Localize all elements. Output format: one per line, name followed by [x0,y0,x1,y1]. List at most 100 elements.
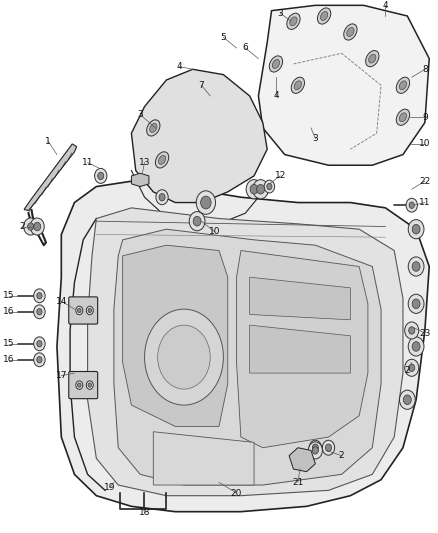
Circle shape [30,218,44,235]
Polygon shape [123,245,228,426]
Text: 4: 4 [177,62,182,71]
Text: 2: 2 [405,366,410,375]
Text: 3: 3 [137,110,143,119]
Circle shape [246,180,262,199]
Ellipse shape [366,51,379,67]
Polygon shape [88,208,403,496]
Circle shape [159,193,165,201]
Polygon shape [237,251,368,448]
FancyBboxPatch shape [69,372,98,399]
Circle shape [193,216,201,226]
Circle shape [196,191,215,214]
Circle shape [406,198,417,212]
Circle shape [98,172,104,180]
Circle shape [405,359,419,376]
Text: 6: 6 [242,44,248,52]
Circle shape [408,337,424,356]
Text: 15: 15 [3,340,14,348]
Text: 1: 1 [45,137,51,146]
Polygon shape [24,144,77,211]
Ellipse shape [150,124,157,132]
Text: 3: 3 [312,134,318,143]
Polygon shape [250,277,350,320]
Circle shape [409,327,415,334]
Polygon shape [258,5,429,165]
Circle shape [189,212,205,231]
Circle shape [408,294,424,313]
Ellipse shape [159,156,166,164]
Text: 4: 4 [383,1,388,10]
Circle shape [34,289,45,303]
Ellipse shape [287,13,300,29]
Ellipse shape [290,17,297,26]
Text: 10: 10 [209,228,220,236]
Text: 7: 7 [198,81,205,90]
Polygon shape [131,173,149,187]
Ellipse shape [396,109,410,125]
Circle shape [76,306,83,314]
Circle shape [158,325,210,389]
Polygon shape [114,229,381,485]
Ellipse shape [321,12,328,20]
Text: 17: 17 [56,372,67,380]
Text: 8: 8 [422,65,428,74]
Circle shape [34,305,45,319]
Text: 5: 5 [220,33,226,42]
Circle shape [250,184,258,194]
Circle shape [257,184,265,194]
Ellipse shape [396,77,410,93]
Text: 10: 10 [419,140,431,148]
Text: 12: 12 [275,172,286,180]
Text: 22: 22 [419,177,431,185]
Circle shape [409,202,414,208]
Circle shape [309,440,321,455]
Circle shape [412,224,420,234]
Circle shape [408,220,424,239]
Circle shape [408,257,424,276]
Text: 4: 4 [273,92,279,100]
Polygon shape [153,432,254,485]
Circle shape [34,222,41,231]
Circle shape [409,364,415,372]
Circle shape [95,168,107,183]
Ellipse shape [155,152,169,168]
Circle shape [264,180,275,193]
Text: 13: 13 [139,158,150,167]
Circle shape [412,262,420,271]
Polygon shape [131,69,267,203]
Circle shape [412,299,420,309]
Text: 15: 15 [3,292,14,300]
Circle shape [88,383,92,387]
Text: 11: 11 [419,198,431,207]
Circle shape [325,444,332,451]
Text: 11: 11 [82,158,93,167]
Ellipse shape [347,28,354,36]
Circle shape [267,183,272,190]
Polygon shape [289,448,315,472]
Text: 9: 9 [422,113,428,122]
Circle shape [78,308,81,312]
Ellipse shape [399,81,406,90]
Circle shape [322,440,335,455]
Ellipse shape [291,77,304,93]
Circle shape [76,381,83,389]
Ellipse shape [272,60,279,68]
Circle shape [28,223,34,230]
Text: 16: 16 [3,356,14,364]
Circle shape [312,447,318,454]
Circle shape [88,308,92,312]
Ellipse shape [369,54,376,63]
Polygon shape [57,181,429,512]
Circle shape [37,357,42,363]
Text: 18: 18 [139,508,150,517]
Circle shape [201,196,211,209]
Ellipse shape [399,113,406,122]
Circle shape [156,190,168,205]
Circle shape [24,218,38,235]
Circle shape [308,442,322,459]
Circle shape [86,381,93,389]
Circle shape [403,395,411,405]
Ellipse shape [147,120,160,136]
Circle shape [34,337,45,351]
Circle shape [145,309,223,405]
